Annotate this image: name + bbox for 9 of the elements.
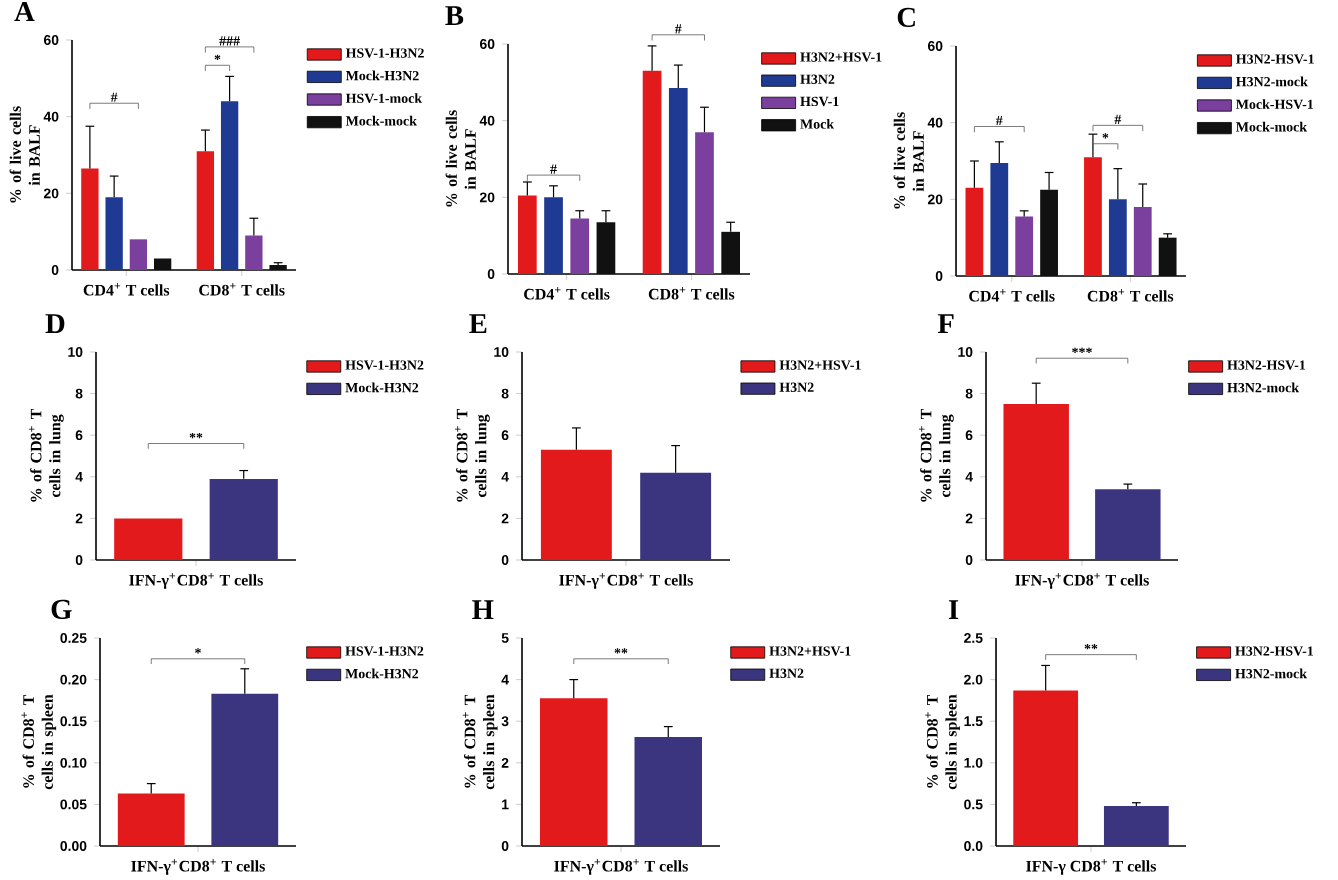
chart-title: D [45,314,65,333]
chart-title: A [14,2,35,21]
chart-title: B [445,6,464,26]
chart-title: I [948,600,959,619]
chart-title: E [469,314,487,333]
chart-title: C [897,7,915,27]
chart-title: H [472,600,494,620]
chart-title: G [51,599,72,620]
chart-title: F [937,314,954,333]
